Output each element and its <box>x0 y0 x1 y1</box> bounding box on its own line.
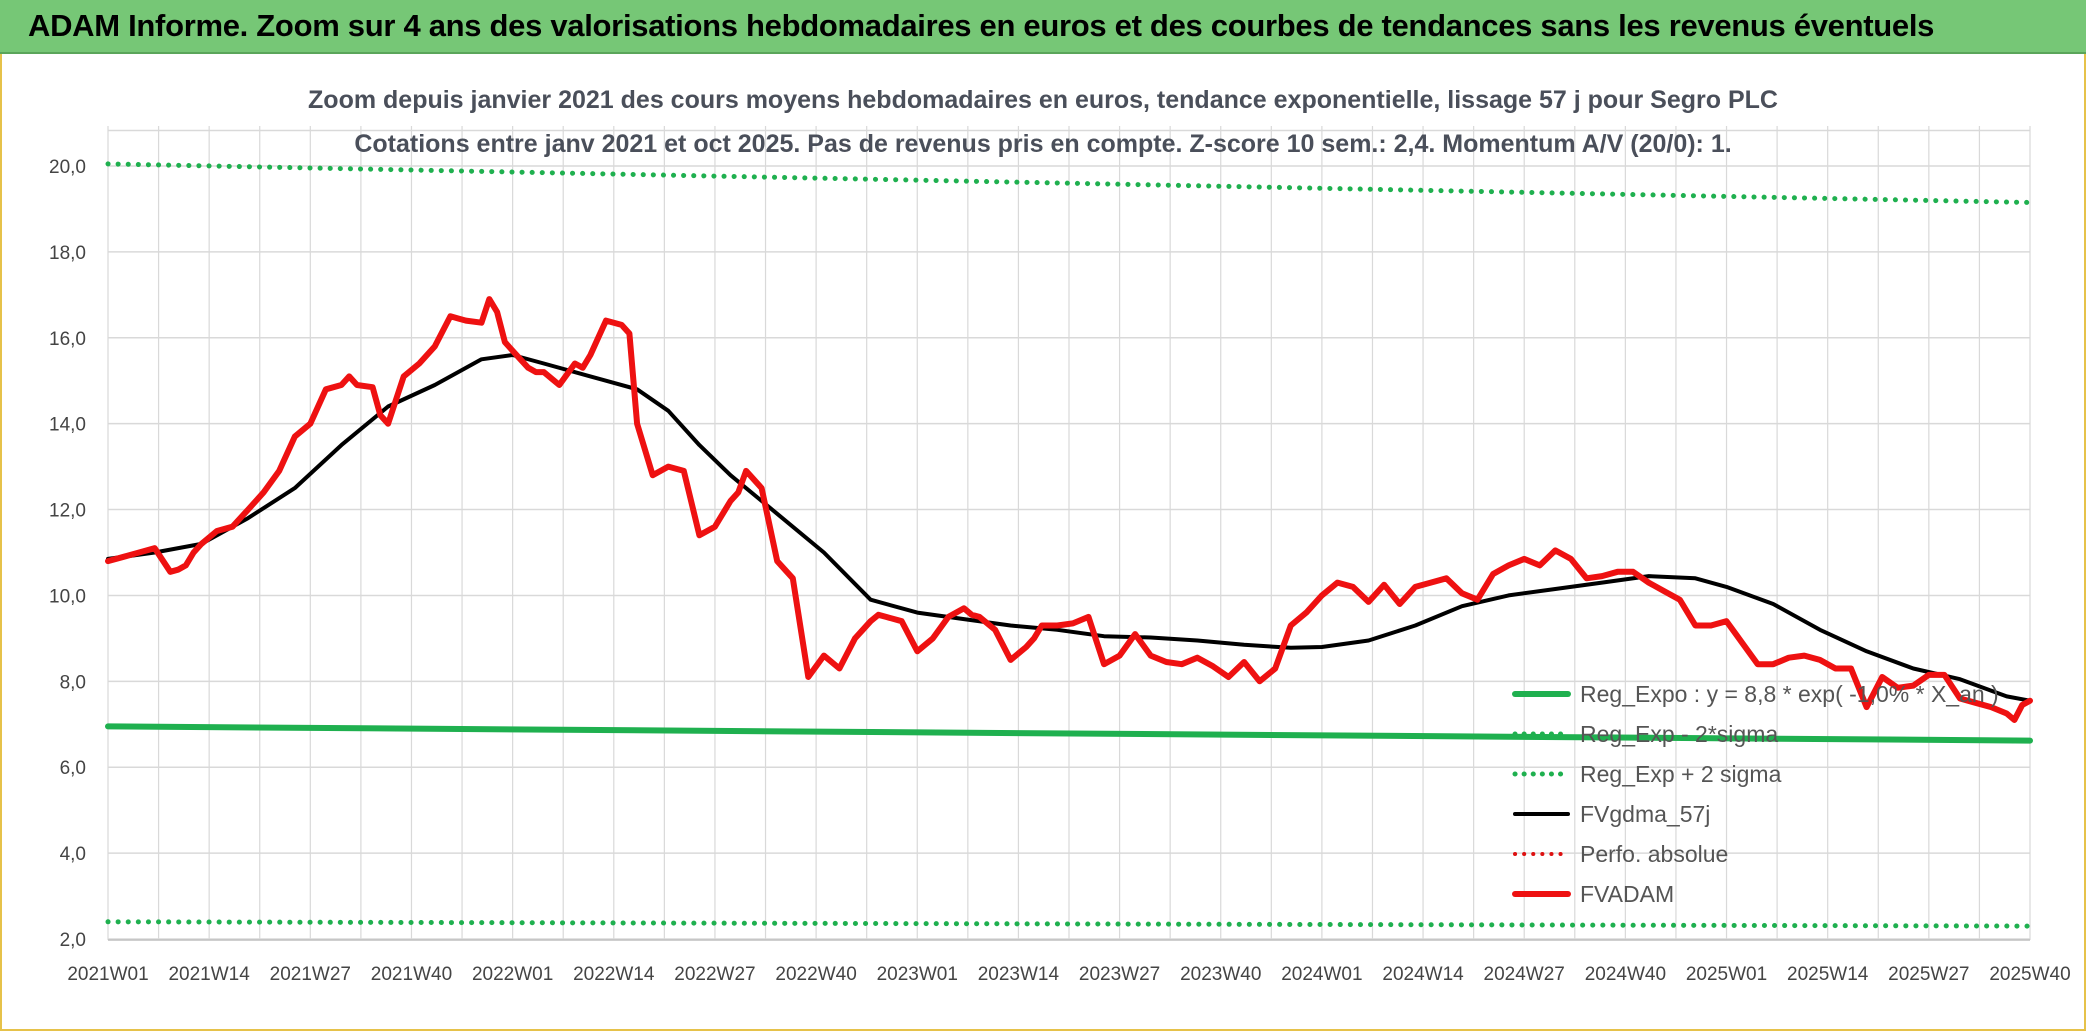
y-tick-label: 16,0 <box>49 329 86 350</box>
y-tick-label: 4,0 <box>60 844 86 865</box>
series-line-4 <box>105 296 2033 723</box>
chart-frame <box>0 54 2086 1031</box>
x-tick-label: 2025W40 <box>1989 964 2070 985</box>
chart-title-line1: Zoom depuis janvier 2021 des cours moyen… <box>308 86 1778 114</box>
chart-legend: Reg_Expo : y = 8,8 * exp( -1,0% * X_an )… <box>1512 681 1999 907</box>
y-tick-label: 8,0 <box>60 672 86 693</box>
x-tick-label: 2021W40 <box>371 964 452 985</box>
y-tick-label: 12,0 <box>49 501 86 522</box>
y-tick-label: 2,0 <box>60 930 86 951</box>
y-tick-label: 14,0 <box>49 415 86 436</box>
page-title: ADAM Informe. Zoom sur 4 ans des valoris… <box>28 8 1935 43</box>
x-tick-label: 2024W40 <box>1585 964 1666 985</box>
legend-label: Reg_Expo : y = 8,8 * exp( -1,0% * X_an ) <box>1580 681 1999 707</box>
x-tick-label: 2023W14 <box>978 964 1060 985</box>
y-tick-label: 10,0 <box>49 586 86 607</box>
legend-label: Reg_Exp - 2*sigma <box>1580 721 1778 747</box>
y-tick-label: 6,0 <box>60 758 86 779</box>
y-tick-label: 20,0 <box>49 157 86 178</box>
legend-label: Reg_Exp + 2 sigma <box>1580 761 1782 787</box>
x-tick-label: 2022W01 <box>472 964 553 985</box>
chart-axes: 2,0 4,0 6,0 8,0 10,0 12,0 14,0 16,0 18,0 20,0 2021… <box>49 157 2071 985</box>
x-tick-label: 2021W01 <box>67 964 148 985</box>
series-line-0 <box>105 723 2033 744</box>
series-line-3 <box>106 353 2032 703</box>
chart-grid <box>107 126 2031 940</box>
x-tick-label: 2022W40 <box>775 964 856 985</box>
x-tick-label: 2023W27 <box>1079 964 1160 985</box>
x-tick-label: 2022W14 <box>573 964 655 985</box>
y-tick-label: 18,0 <box>49 243 86 264</box>
series-line-2 <box>105 161 2033 205</box>
x-tick-label: 2024W14 <box>1382 964 1464 985</box>
x-tick-label: 2025W14 <box>1787 964 1869 985</box>
legend-label: FVADAM <box>1580 881 1674 907</box>
header-banner: ADAM Informe. Zoom sur 4 ans des valoris… <box>0 0 2086 54</box>
x-tick-label: 2025W27 <box>1888 964 1969 985</box>
series-line-1 <box>105 919 2033 929</box>
legend-label: FVgdma_57j <box>1580 801 1710 827</box>
x-tick-label: 2025W01 <box>1686 964 1767 985</box>
x-tick-label: 2024W01 <box>1281 964 1362 985</box>
x-tick-label: 2021W27 <box>270 964 351 985</box>
x-tick-label: 2023W01 <box>877 964 958 985</box>
x-tick-label: 2021W14 <box>168 964 250 985</box>
chart-title-line2: Cotations entre janv 2021 et oct 2025. P… <box>354 130 1731 158</box>
x-tick-label: 2024W27 <box>1484 964 1565 985</box>
chart-series <box>105 161 2033 929</box>
x-tick-label: 2023W40 <box>1180 964 1261 985</box>
legend-label: Perfo. absolue <box>1580 841 1728 867</box>
x-tick-label: 2022W27 <box>674 964 755 985</box>
